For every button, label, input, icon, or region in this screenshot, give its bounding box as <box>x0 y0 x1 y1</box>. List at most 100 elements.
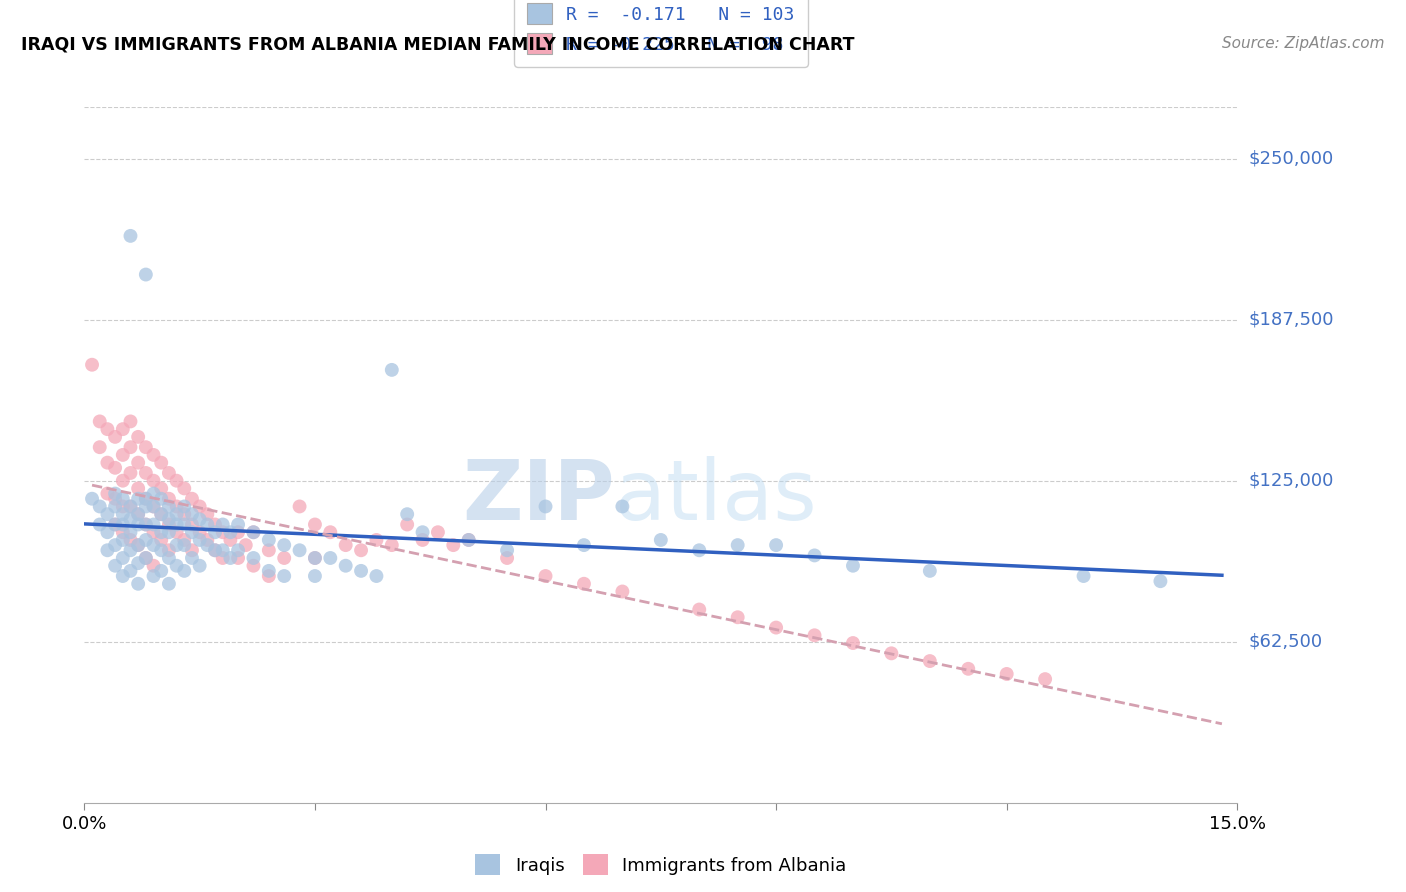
Point <box>412 525 434 540</box>
Point <box>188 558 211 573</box>
Legend: Iraqis, Immigrants from Albania: Iraqis, Immigrants from Albania <box>465 846 856 884</box>
Point <box>135 500 157 514</box>
Point <box>173 517 195 532</box>
Point <box>257 569 280 583</box>
Point <box>89 500 111 514</box>
Point <box>957 662 980 676</box>
Point <box>157 543 180 558</box>
Point <box>688 543 710 558</box>
Point <box>150 482 173 496</box>
Point <box>111 507 134 521</box>
Point <box>89 440 111 454</box>
Point <box>173 482 195 496</box>
Point <box>142 538 165 552</box>
Point <box>211 543 233 558</box>
Point <box>150 543 173 558</box>
Point <box>166 507 188 521</box>
Point <box>226 517 249 532</box>
Point <box>135 491 157 506</box>
Point <box>104 486 127 500</box>
Point <box>211 551 233 566</box>
Point <box>120 228 142 243</box>
Point <box>142 569 165 583</box>
Point <box>204 543 226 558</box>
Point <box>257 533 280 547</box>
Point <box>288 543 311 558</box>
Point <box>157 525 180 540</box>
Point <box>181 491 204 506</box>
Point <box>150 456 173 470</box>
Point <box>304 517 326 532</box>
Point <box>104 517 127 532</box>
Point <box>166 558 188 573</box>
Point <box>612 584 634 599</box>
Point <box>135 268 157 282</box>
Text: $125,000: $125,000 <box>1249 472 1334 490</box>
Point <box>688 602 710 616</box>
Point <box>135 491 157 506</box>
Point <box>612 500 634 514</box>
Point <box>142 474 165 488</box>
Point <box>150 564 173 578</box>
Text: Source: ZipAtlas.com: Source: ZipAtlas.com <box>1222 36 1385 51</box>
Point <box>104 517 127 532</box>
Point <box>80 358 103 372</box>
Point <box>150 525 173 540</box>
Point <box>842 558 865 573</box>
Point <box>412 533 434 547</box>
Point <box>157 517 180 532</box>
Point <box>195 538 218 552</box>
Point <box>918 564 941 578</box>
Point <box>127 430 149 444</box>
Point <box>572 538 595 552</box>
Point <box>142 517 165 532</box>
Point <box>96 543 118 558</box>
Point <box>381 363 404 377</box>
Point <box>457 533 479 547</box>
Point <box>142 525 165 540</box>
Point <box>242 525 264 540</box>
Point <box>1073 569 1095 583</box>
Point <box>211 517 233 532</box>
Point <box>135 517 157 532</box>
Point <box>195 533 218 547</box>
Point <box>135 440 157 454</box>
Point <box>120 525 142 540</box>
Point <box>995 667 1018 681</box>
Point <box>350 564 373 578</box>
Point <box>242 551 264 566</box>
Point <box>104 430 127 444</box>
Text: $250,000: $250,000 <box>1249 150 1334 168</box>
Point <box>157 512 180 526</box>
Point <box>257 564 280 578</box>
Point <box>572 576 595 591</box>
Point <box>166 474 188 488</box>
Point <box>127 556 149 570</box>
Point <box>127 491 149 506</box>
Point <box>1033 672 1056 686</box>
Point <box>120 564 142 578</box>
Point <box>127 456 149 470</box>
Point <box>111 551 134 566</box>
Point <box>157 576 180 591</box>
Point <box>366 533 388 547</box>
Point <box>89 517 111 532</box>
Point <box>534 500 557 514</box>
Point <box>204 525 226 540</box>
Point <box>120 533 142 547</box>
Point <box>319 525 342 540</box>
Point <box>188 525 211 540</box>
Point <box>104 460 127 475</box>
Point <box>96 456 118 470</box>
Point <box>111 491 134 506</box>
Point <box>104 491 127 506</box>
Point <box>219 525 242 540</box>
Text: IRAQI VS IMMIGRANTS FROM ALBANIA MEDIAN FAMILY INCOME CORRELATION CHART: IRAQI VS IMMIGRANTS FROM ALBANIA MEDIAN … <box>21 36 855 54</box>
Point <box>111 474 134 488</box>
Point <box>181 525 204 540</box>
Point <box>842 636 865 650</box>
Point <box>803 628 825 642</box>
Point <box>219 533 242 547</box>
Point <box>534 569 557 583</box>
Point <box>173 538 195 552</box>
